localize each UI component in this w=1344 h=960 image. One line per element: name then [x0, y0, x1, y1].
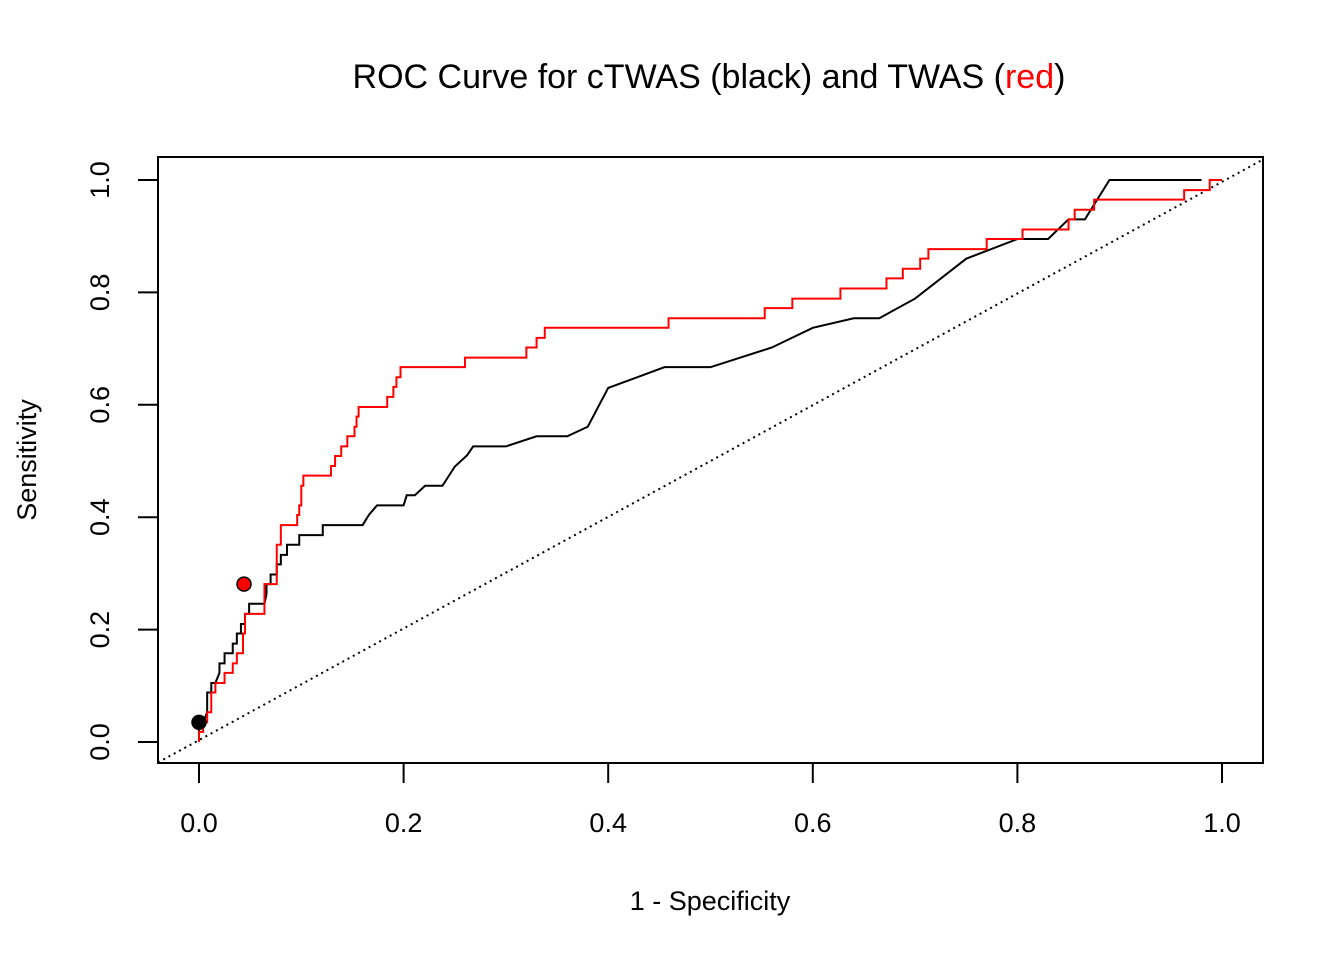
chart-title: ROC Curve for cTWAS (black) and TWAS (re…: [353, 58, 1066, 96]
series-layer: [198, 179, 1222, 742]
diagonal-reference-line: [157, 158, 1264, 764]
series-line-twas: [198, 179, 1222, 742]
x-tick-label: 0.2: [385, 808, 423, 838]
plot-frame: [157, 156, 1264, 764]
chart-title-suffix: ): [1054, 58, 1065, 96]
y-tick-label: 0.8: [85, 274, 115, 312]
diagonal-layer: [157, 158, 1264, 764]
x-tick-label: 0.8: [999, 808, 1037, 838]
chart-title-highlight: red: [1005, 58, 1054, 96]
series-line-ctwas: [198, 179, 1202, 742]
point-ctwas: [191, 714, 207, 731]
x-axis: 0.0 0.2 0.4 0.6 0.8 1.0: [180, 762, 1241, 838]
x-tick-label: 0.6: [794, 808, 832, 838]
y-axis: 0.0 0.2 0.4 0.6 0.8 1.0: [85, 161, 159, 761]
point-twas: [236, 576, 252, 592]
y-axis-label: Sensitivity: [12, 399, 42, 521]
x-tick-label: 0.0: [180, 808, 218, 838]
chart-title-prefix: ROC Curve for cTWAS (black) and TWAS (: [353, 58, 1006, 96]
x-axis-label: 1 - Specificity: [630, 886, 791, 916]
x-tick-label: 0.4: [589, 808, 627, 838]
y-tick-label: 0.4: [85, 498, 115, 536]
points-layer: [191, 576, 252, 731]
y-tick-label: 1.0: [85, 161, 115, 199]
x-tick-label: 1.0: [1203, 808, 1241, 838]
y-tick-label: 0.2: [85, 611, 115, 649]
y-tick-label: 0.6: [85, 386, 115, 424]
y-tick-label: 0.0: [85, 723, 115, 761]
